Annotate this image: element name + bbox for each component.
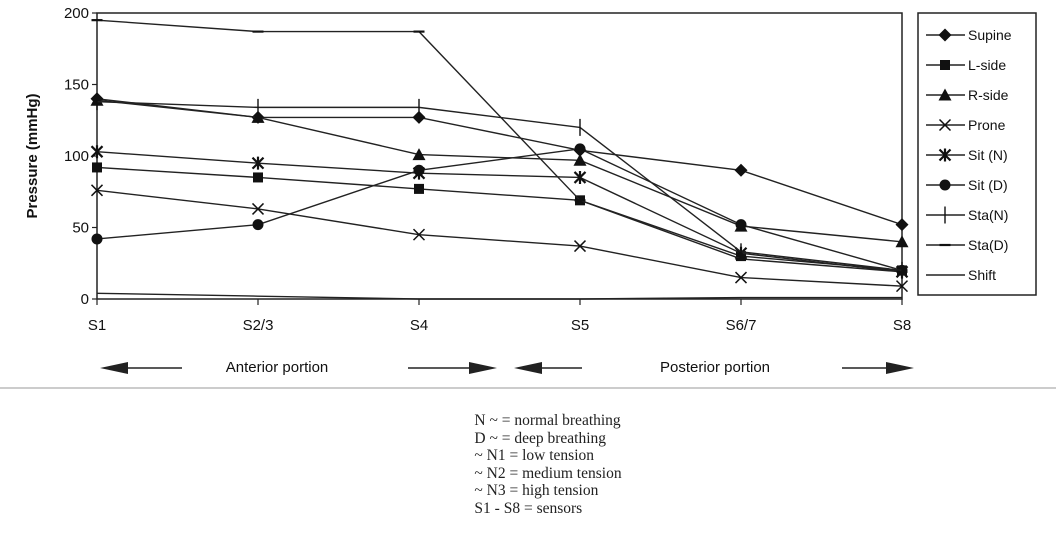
legend-label-prone: Prone [968, 117, 1006, 133]
data-point-sit-d [252, 219, 264, 231]
data-point-supine [895, 218, 909, 232]
data-point-l-side [253, 172, 263, 183]
x-tick-label: S4 [410, 317, 428, 334]
legend-label-sit-d: Sit (D) [968, 177, 1008, 193]
posterior-portion-label: Posterior portion [660, 359, 770, 376]
series-line-sit-d [96, 148, 903, 272]
note-line: S1 - S8 = sensors [474, 499, 583, 517]
note-line: ~ N1 = low tension [474, 447, 595, 464]
data-point-prone [734, 271, 748, 284]
series-shift [96, 292, 902, 300]
data-point-r-side [412, 148, 426, 161]
legend-item-sta-d: Sta(D) [926, 237, 1008, 253]
legend-item-sit-d: Sit (D) [926, 177, 1008, 193]
legend-label-sit-n: Sit (N) [968, 147, 1008, 163]
legend-item-shift: Shift [926, 267, 996, 283]
anterior-portion-label: Anterior portion [226, 359, 329, 376]
legend-item-l-side: L-side [926, 57, 1006, 73]
data-point-prone [412, 228, 426, 241]
data-point-sit-d [574, 143, 586, 155]
x-tick-label: S6/7 [726, 317, 757, 334]
legend-label-sta-n: Sta(N) [968, 207, 1008, 223]
data-point-sit-d [735, 219, 747, 231]
data-point-r-side [573, 153, 587, 166]
data-point-supine [412, 110, 426, 124]
y-tick-label: 100 [64, 148, 89, 165]
x-tick-label: S5 [571, 317, 589, 334]
series-layer [90, 19, 909, 300]
notes-list: N ~ = normal breathing D ~ = deep breath… [474, 412, 621, 517]
y-tick-label: 200 [64, 5, 89, 22]
series-line-r-side [96, 99, 903, 243]
data-point-supine [734, 163, 748, 177]
series-sit-d [91, 143, 908, 276]
legend-label-supine: Supine [968, 27, 1012, 43]
series-sta-n [96, 93, 903, 279]
anterior-left-arrowhead [100, 362, 128, 374]
legend-box [917, 12, 1037, 296]
note-line: ~ N3 = high tension [474, 482, 599, 499]
data-point-sit-d [413, 164, 425, 176]
data-point-sit-n [573, 170, 587, 184]
series-prone [90, 184, 909, 293]
data-point-l-side [414, 183, 424, 194]
posterior-left-arrowhead [514, 362, 542, 374]
y-tick-label: 150 [64, 77, 89, 94]
series-sta-d [91, 19, 908, 273]
y-tick-label: 0 [81, 291, 89, 308]
legend-item-r-side: R-side [926, 87, 1009, 103]
series-line-shift [96, 292, 902, 300]
legend-marker-supine [938, 28, 952, 42]
note-line: ~ N2 = medium tension [474, 464, 622, 482]
legend-label-shift: Shift [968, 267, 996, 283]
legend-marker-r-side [938, 88, 952, 101]
legend-item-supine: Supine [926, 27, 1012, 43]
series-line-sta-d [96, 19, 903, 273]
series-line-sta-n [96, 100, 903, 272]
x-tick-label: S2/3 [243, 317, 274, 334]
y-axis: 0 50 100 150 200 [64, 5, 97, 308]
note-line: D ~ = deep breathing [474, 429, 607, 447]
note-line: N ~ = normal breathing [474, 412, 621, 429]
legend-label-l-side: L-side [968, 57, 1006, 73]
anterior-right-arrowhead [469, 362, 497, 374]
data-point-r-side [895, 235, 909, 248]
notes: N ~ = normal breathing D ~ = deep breath… [0, 412, 1056, 517]
data-point-sit-d [91, 233, 103, 245]
data-point-prone [895, 280, 909, 293]
data-point-r-side [251, 110, 265, 123]
data-point-prone [573, 240, 587, 253]
data-point-prone [251, 202, 265, 215]
legend-label-sta-d: Sta(D) [968, 237, 1008, 253]
posterior-right-arrowhead [886, 362, 914, 374]
series-line-l-side [96, 166, 903, 272]
legend-item-prone: Prone [926, 117, 1006, 133]
series-line-prone [96, 189, 903, 287]
data-point-sit-n [90, 145, 104, 159]
y-tick-label: 50 [72, 220, 89, 237]
legend-item-sit-n: Sit (N) [926, 147, 1008, 163]
data-point-l-side [92, 162, 102, 173]
legend-label-r-side: R-side [968, 87, 1009, 103]
x-axis: S1 S2/3 S4 S5 S6/7 S8 [88, 299, 911, 334]
y-axis-label: Pressure (mmHg) [24, 93, 41, 218]
series-sit-n [90, 145, 909, 279]
legend-marker-l-side [940, 60, 950, 70]
line-chart: 0 50 100 150 200 S1 S2/3 S4 S5 S6/7 S8 Pressure (… [0, 5, 1056, 389]
legend-marker-prone [938, 118, 952, 132]
series-line-sit-n [96, 151, 903, 273]
data-point-sit-n [251, 156, 265, 170]
posterior-portion-indicator: Posterior portion [514, 359, 914, 376]
legend-item-sta-n: Sta(N) [926, 206, 1008, 224]
x-tick-label: S8 [893, 317, 911, 334]
x-tick-label: S1 [88, 317, 106, 334]
anterior-portion-indicator: Anterior portion [100, 359, 497, 376]
legend-marker-sit-n [938, 148, 952, 162]
legend-marker-sit-d [939, 179, 951, 191]
data-point-prone [90, 184, 104, 197]
legend: Supine L-side R-side Prone Sit (N) Sit (D) Sta… [926, 27, 1012, 283]
